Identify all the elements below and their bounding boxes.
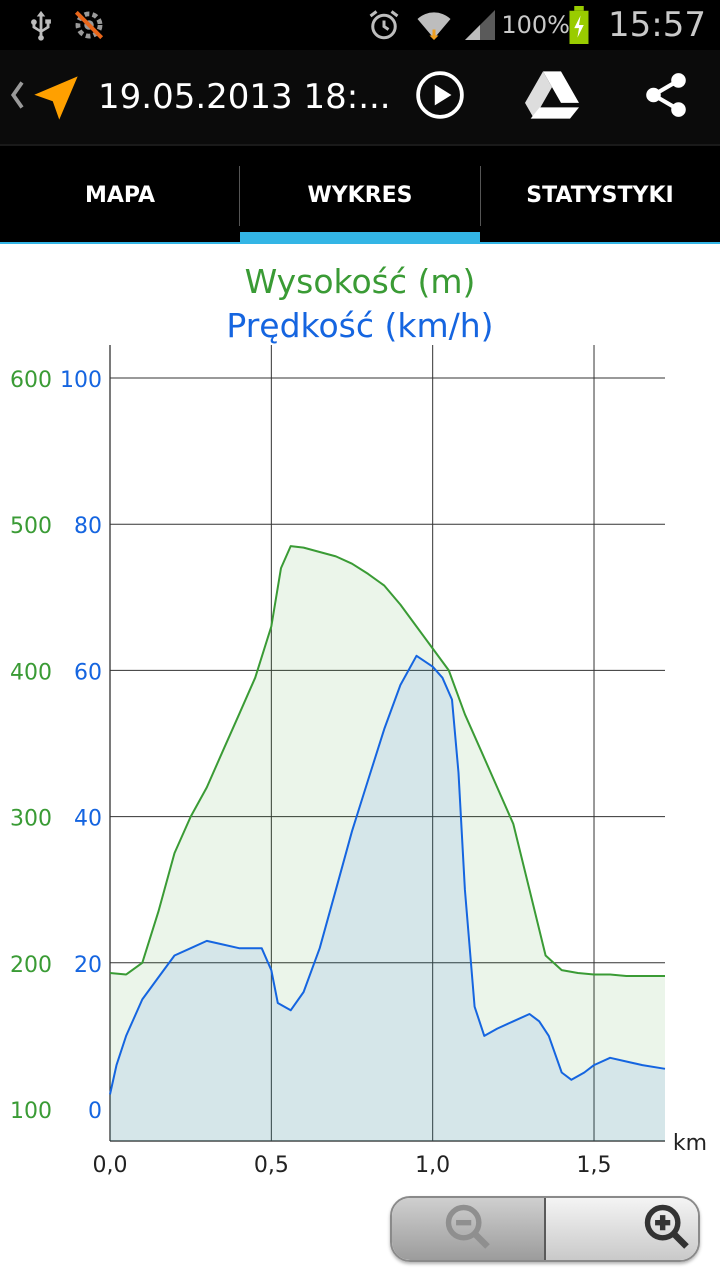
y-right-tick-label: 40 — [74, 807, 102, 832]
track-title: 19.05.2013 18:... — [98, 77, 391, 117]
play-icon — [415, 70, 465, 124]
y-right-tick-label: 0 — [88, 1099, 102, 1124]
y-left-tick-label: 300 — [10, 807, 52, 832]
usb-icon — [24, 0, 58, 50]
signal-icon — [462, 0, 498, 50]
battery-charging-icon — [566, 0, 592, 50]
y-right-tick-label: 100 — [60, 368, 102, 393]
zoom-divider — [544, 1198, 546, 1260]
clock: 15:57 — [608, 5, 706, 45]
y-right-tick-label: 80 — [74, 514, 102, 539]
google-drive-icon — [525, 71, 579, 123]
tab-mapa[interactable]: MAPA — [84, 182, 156, 208]
zoom-out-button[interactable] — [392, 1198, 544, 1260]
alarm-icon — [366, 0, 402, 50]
y-left-tick-label: 200 — [10, 953, 52, 978]
y-left-tick-label: 400 — [10, 660, 52, 685]
x-tick-label: 0,5 — [254, 1153, 289, 1178]
speed-area — [110, 655, 665, 1141]
y-left-tick-label: 500 — [10, 514, 52, 539]
zoom-controls — [390, 1196, 700, 1262]
up-navigation-button[interactable] — [4, 50, 88, 144]
sync-blocked-icon — [70, 0, 108, 50]
altitude-line — [109, 545, 665, 977]
x-tick-label: 1,0 — [415, 1153, 450, 1178]
navigation-arrow-icon — [30, 72, 82, 128]
y-left-tick-label: 600 — [10, 368, 52, 393]
battery-percent: 100% — [501, 11, 570, 39]
status-bar: 100% 15:57 — [0, 0, 720, 50]
zoom-out-icon — [442, 1201, 494, 1257]
x-axis-label: km — [673, 1131, 707, 1156]
elevation-speed-chart: 100 0 200 20 300 40 400 60 500 80 600 100 0,0 0,5 1,0 1… — [10, 345, 707, 1178]
x-tick-label: 0,0 — [93, 1153, 128, 1178]
zoom-in-icon — [641, 1201, 693, 1257]
y-left-tick-label: 100 — [10, 1099, 52, 1124]
chart-subtitle: Prędkość (km/h) — [226, 306, 494, 345]
zoom-in-button[interactable] — [546, 1198, 698, 1260]
back-chevron-icon — [10, 80, 24, 114]
tab-wykres[interactable]: WYKRES — [307, 182, 413, 208]
x-tick-label: 1,5 — [577, 1153, 612, 1178]
tab-selected-indicator — [240, 232, 480, 244]
tab-divider — [480, 166, 481, 226]
y-right-tick-label: 60 — [74, 660, 102, 685]
share-icon — [641, 70, 691, 124]
action-bar: 19.05.2013 18:... — [0, 50, 720, 144]
chart-title: Wysokość (m) — [244, 262, 476, 301]
share-button[interactable] — [630, 50, 702, 144]
tab-divider — [239, 166, 240, 226]
tab-bar: MAPA WYKRES STATYSTYKI — [0, 144, 720, 244]
tab-statystyki[interactable]: STATYSTYKI — [526, 182, 674, 208]
wifi-icon — [416, 0, 452, 50]
google-drive-button[interactable] — [516, 50, 588, 144]
play-button[interactable] — [406, 50, 474, 144]
speed-line — [109, 654, 666, 1095]
y-right-tick-label: 20 — [74, 953, 102, 978]
